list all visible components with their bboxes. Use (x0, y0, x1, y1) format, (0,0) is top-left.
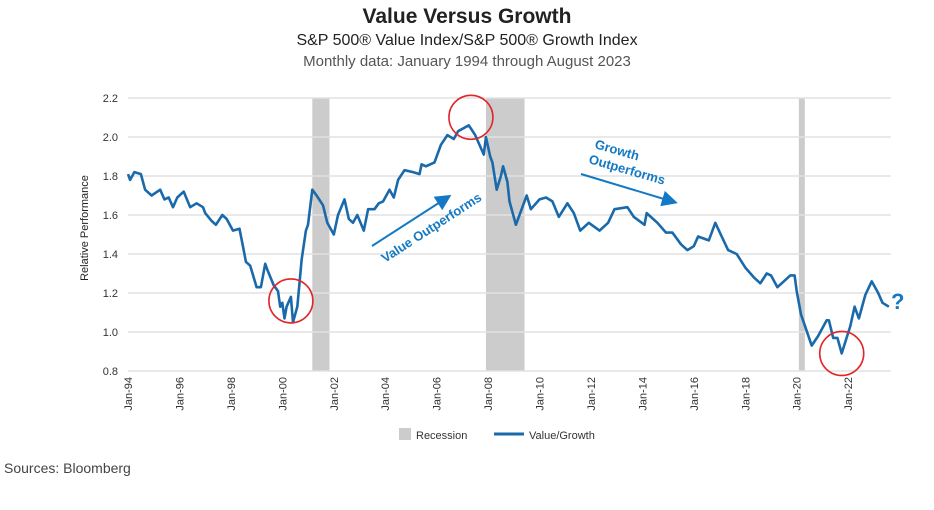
legend-label-recession: Recession (416, 430, 467, 442)
chart-title: Value Versus Growth (362, 5, 572, 28)
legend-label-value-growth: Value/Growth (529, 430, 595, 442)
x-tick-label: Jan-06 (432, 377, 444, 411)
highlight-circle (268, 278, 314, 324)
value-outperforms-arrow (371, 194, 452, 247)
chart-date-range: Monthly data: January 1994 through Augus… (303, 53, 631, 70)
x-tick-label: Jan-94 (123, 377, 135, 411)
x-tick-label: Jan-16 (689, 377, 701, 411)
y-tick-label: 1.4 (103, 249, 118, 261)
x-tick-label: Jan-98 (226, 377, 238, 411)
question-mark: ? (891, 289, 904, 314)
y-tick-label: 1.8 (103, 171, 118, 183)
y-tick-label: 0.8 (103, 366, 118, 378)
highlight-circle (818, 330, 865, 377)
x-tick-label: Jan-96 (174, 377, 186, 411)
x-tick-label: Jan-20 (792, 377, 804, 411)
y-tick-label: 2.0 (103, 132, 118, 144)
recession-bar (485, 98, 525, 371)
legend-swatch-recession (399, 428, 411, 440)
y-tick-label: 2.2 (103, 93, 118, 105)
y-tick-label: 1.6 (103, 210, 118, 222)
x-tick-label: Jan-04 (380, 377, 392, 411)
y-tick-label: 1.2 (103, 288, 118, 300)
growth-outperforms-arrow (580, 173, 678, 207)
y-axis-label: Relative Performance (79, 175, 91, 281)
x-tick-label: Jan-18 (740, 377, 752, 411)
x-tick-label: Jan-22 (843, 377, 855, 411)
x-tick-label: Jan-10 (535, 377, 547, 411)
recession-bar (312, 98, 330, 371)
x-tick-label: Jan-00 (277, 377, 289, 411)
x-tick-label: Jan-02 (329, 377, 341, 411)
y-tick-label: 1.0 (103, 327, 118, 339)
x-tick-label: Jan-14 (637, 377, 649, 411)
series-line-value-growth (126, 124, 890, 355)
highlight-circle (448, 94, 494, 141)
chart-subtitle: S&P 500® Value Index/S&P 500® Growth Ind… (296, 32, 638, 49)
x-tick-label: Jan-08 (483, 377, 495, 411)
sources-note: Sources: Bloomberg (4, 460, 131, 476)
x-tick-label: Jan-12 (586, 377, 598, 411)
recession-bar (798, 98, 805, 371)
